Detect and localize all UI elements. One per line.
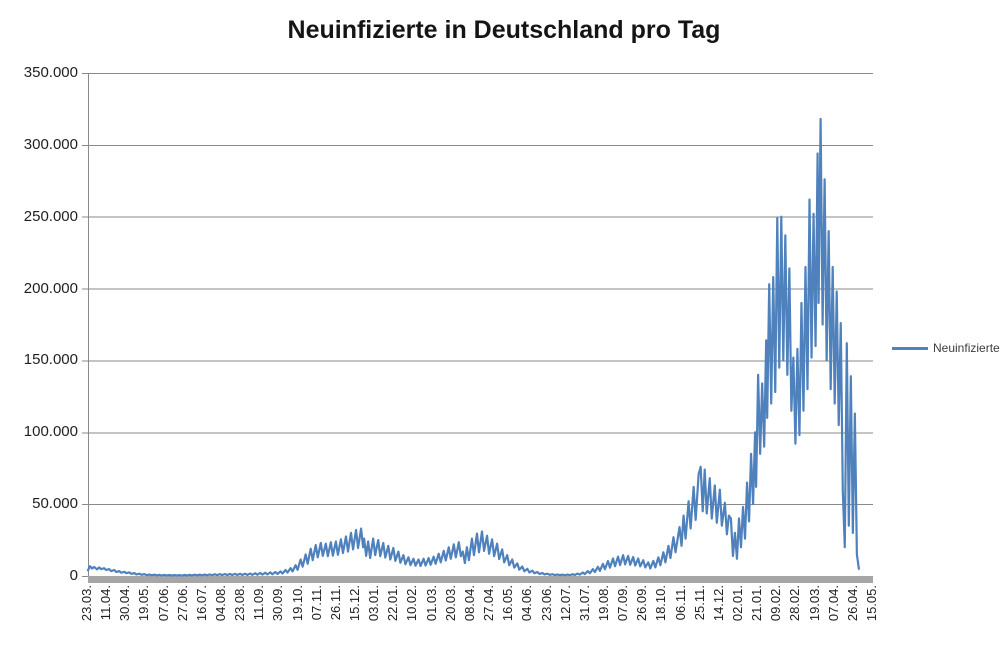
chart-title: Neuinfizierte in Deutschland pro Tag bbox=[287, 16, 721, 44]
x-axis-tick-label: 20.03. bbox=[442, 585, 458, 622]
x-axis-tick-label: 19.05. bbox=[136, 585, 152, 622]
x-axis-tick-label: 04.08. bbox=[213, 585, 229, 622]
x-axis-tick-label: 15.12. bbox=[347, 585, 363, 622]
x-axis-tick-label: 28.02. bbox=[787, 585, 803, 622]
x-axis-tick-label: 19.10. bbox=[289, 585, 305, 622]
x-axis-tick-label: 09.02. bbox=[768, 585, 784, 622]
x-axis-tick-label: 31.07. bbox=[576, 585, 592, 622]
x-axis-tick-label: 07.06. bbox=[155, 585, 171, 622]
x-axis-tick-label: 23.06. bbox=[538, 585, 554, 622]
x-axis-tick-label: 04.06. bbox=[519, 585, 535, 622]
x-axis-tick-label: 15.05. bbox=[864, 585, 879, 622]
x-axis-tick-label: 23.03. bbox=[79, 585, 94, 622]
y-axis-tick-label: 200.000 bbox=[23, 279, 78, 297]
x-axis-tick-label: 03.01. bbox=[366, 585, 382, 622]
y-axis-tick-label: 350.000 bbox=[23, 64, 78, 81]
x-axis-tick-label: 27.04. bbox=[481, 585, 497, 622]
x-axis-tick-label: 11.09. bbox=[251, 585, 267, 621]
x-axis-tick-label: 06.11. bbox=[672, 585, 688, 621]
x-axis-tick-label: 11.04. bbox=[98, 585, 114, 621]
legend-line-swatch bbox=[892, 346, 928, 350]
x-axis-tick-label: 21.01. bbox=[749, 585, 765, 622]
x-axis-tick-label: 19.08. bbox=[595, 585, 611, 622]
x-axis-tick-label: 02.01. bbox=[729, 585, 745, 622]
x-axis-tick-label: 26.11. bbox=[327, 585, 343, 621]
legend: Neuinfizierte bbox=[892, 341, 1000, 355]
x-axis-tick-label: 12.07. bbox=[557, 585, 573, 622]
x-axis-tick-label: 07.09. bbox=[615, 585, 631, 622]
y-axis-tick-label: 150.000 bbox=[23, 351, 78, 369]
x-axis-tick-label: 18.10. bbox=[653, 585, 669, 622]
x-axis-tick-label: 16.05. bbox=[500, 585, 516, 622]
x-axis-tick-label: 26.09. bbox=[634, 585, 650, 622]
x-axis-tick-label: 07.11. bbox=[308, 585, 324, 621]
x-axis-tick-label: 27.06. bbox=[174, 585, 190, 622]
x-axis-tick-label: 23.08. bbox=[232, 585, 248, 622]
x-axis-tick-label: 25.11. bbox=[691, 585, 707, 621]
x-axis-tick-label: 26.04. bbox=[844, 585, 860, 622]
x-axis-tick-label: 19.03. bbox=[806, 585, 822, 622]
legend-series-label: Neuinfizierte bbox=[933, 341, 1000, 355]
x-axis-tick-label: 14.12. bbox=[710, 585, 726, 622]
x-axis-tick-label: 01.03. bbox=[423, 585, 439, 622]
x-axis-tick-label: 30.04. bbox=[117, 585, 133, 622]
y-axis-tick-label: 100.000 bbox=[23, 423, 78, 441]
x-axis-tick-label: 08.04. bbox=[461, 585, 477, 622]
x-axis-tick-label: 10.02. bbox=[404, 585, 420, 622]
x-axis-tick-label: 07.04. bbox=[825, 585, 841, 622]
x-axis-tick-label: 16.07. bbox=[193, 585, 209, 622]
y-axis-tick-label: 0 bbox=[69, 567, 78, 584]
y-axis-tick-label: 250.000 bbox=[23, 207, 78, 225]
x-axis-tick-label: 22.01. bbox=[385, 585, 401, 622]
y-axis-tick-label: 50.000 bbox=[32, 495, 78, 513]
x-axis-tick-label: 30.09. bbox=[270, 585, 286, 622]
y-axis-tick-label: 300.000 bbox=[23, 135, 78, 153]
